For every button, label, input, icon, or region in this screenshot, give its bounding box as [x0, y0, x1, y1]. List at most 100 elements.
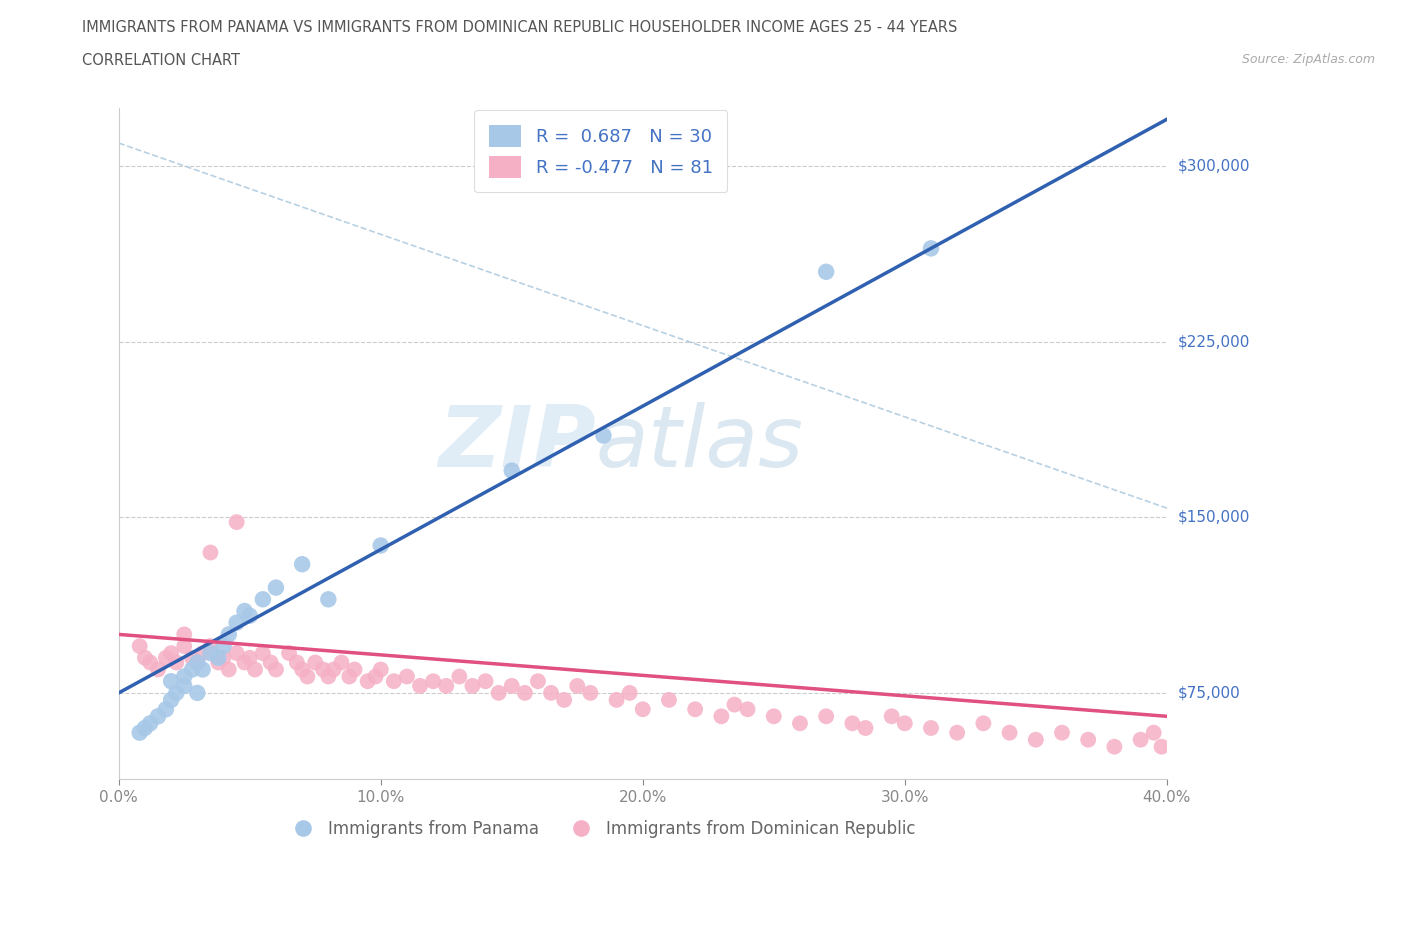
Point — [173, 627, 195, 642]
Point — [146, 662, 169, 677]
Point — [212, 639, 235, 654]
Point — [291, 557, 314, 572]
Point — [139, 655, 162, 670]
Point — [225, 616, 247, 631]
Point — [592, 428, 614, 443]
Point — [207, 655, 229, 670]
Point — [567, 679, 589, 694]
Point — [160, 693, 183, 708]
Point — [173, 679, 195, 694]
Point — [318, 591, 340, 606]
Point — [128, 725, 150, 740]
Point — [789, 716, 811, 731]
Point — [218, 662, 240, 677]
Point — [474, 673, 496, 688]
Point — [1129, 732, 1152, 747]
Point — [139, 716, 162, 731]
Point — [160, 645, 183, 660]
Point — [155, 702, 177, 717]
Point — [619, 685, 641, 700]
Point — [920, 241, 942, 256]
Point — [513, 685, 536, 700]
Point — [894, 716, 917, 731]
Text: $150,000: $150,000 — [1178, 510, 1250, 525]
Point — [409, 679, 432, 694]
Point — [1077, 732, 1099, 747]
Point — [370, 538, 392, 553]
Point — [239, 608, 262, 623]
Point — [540, 685, 562, 700]
Point — [998, 725, 1021, 740]
Text: ZIP: ZIP — [439, 403, 596, 485]
Text: $300,000: $300,000 — [1178, 159, 1250, 174]
Text: $75,000: $75,000 — [1178, 685, 1240, 700]
Point — [225, 514, 247, 529]
Point — [395, 669, 418, 684]
Point — [233, 655, 256, 670]
Text: Source: ZipAtlas.com: Source: ZipAtlas.com — [1241, 53, 1375, 66]
Point — [252, 645, 274, 660]
Point — [312, 662, 335, 677]
Point — [370, 662, 392, 677]
Point — [815, 709, 838, 724]
Point — [218, 627, 240, 642]
Text: IMMIGRANTS FROM PANAMA VS IMMIGRANTS FROM DOMINICAN REPUBLIC HOUSEHOLDER INCOME : IMMIGRANTS FROM PANAMA VS IMMIGRANTS FRO… — [82, 20, 957, 35]
Point — [318, 669, 340, 684]
Point — [278, 645, 301, 660]
Point — [200, 645, 222, 660]
Point — [946, 725, 969, 740]
Point — [855, 721, 877, 736]
Point — [173, 669, 195, 684]
Point — [322, 662, 344, 677]
Point — [880, 709, 903, 724]
Point — [364, 669, 387, 684]
Point — [291, 662, 314, 677]
Point — [1104, 739, 1126, 754]
Text: CORRELATION CHART: CORRELATION CHART — [82, 53, 239, 68]
Point — [579, 685, 602, 700]
Point — [165, 655, 187, 670]
Text: atlas: atlas — [596, 403, 804, 485]
Point — [134, 650, 156, 665]
Point — [233, 604, 256, 618]
Point — [191, 645, 214, 660]
Point — [1050, 725, 1073, 740]
Point — [165, 685, 187, 700]
Point — [658, 693, 681, 708]
Point — [606, 693, 628, 708]
Point — [225, 645, 247, 660]
Point — [1025, 732, 1047, 747]
Point — [200, 639, 222, 654]
Point — [972, 716, 994, 731]
Point — [841, 716, 863, 731]
Point — [186, 655, 208, 670]
Point — [723, 698, 745, 712]
Point — [186, 655, 208, 670]
Point — [173, 639, 195, 654]
Point — [134, 721, 156, 736]
Point — [207, 650, 229, 665]
Point — [146, 709, 169, 724]
Point — [200, 545, 222, 560]
Point — [434, 679, 457, 694]
Point — [343, 662, 366, 677]
Point — [252, 591, 274, 606]
Point — [128, 639, 150, 654]
Point — [553, 693, 575, 708]
Point — [737, 702, 759, 717]
Point — [243, 662, 266, 677]
Point — [1150, 739, 1173, 754]
Legend: Immigrants from Panama, Immigrants from Dominican Republic: Immigrants from Panama, Immigrants from … — [280, 814, 922, 845]
Point — [160, 673, 183, 688]
Point — [488, 685, 510, 700]
Point — [239, 650, 262, 665]
Point — [356, 673, 378, 688]
Point — [527, 673, 550, 688]
Point — [304, 655, 326, 670]
Point — [212, 650, 235, 665]
Point — [330, 655, 353, 670]
Point — [461, 679, 484, 694]
Point — [260, 655, 283, 670]
Point — [920, 721, 942, 736]
Point — [264, 580, 287, 595]
